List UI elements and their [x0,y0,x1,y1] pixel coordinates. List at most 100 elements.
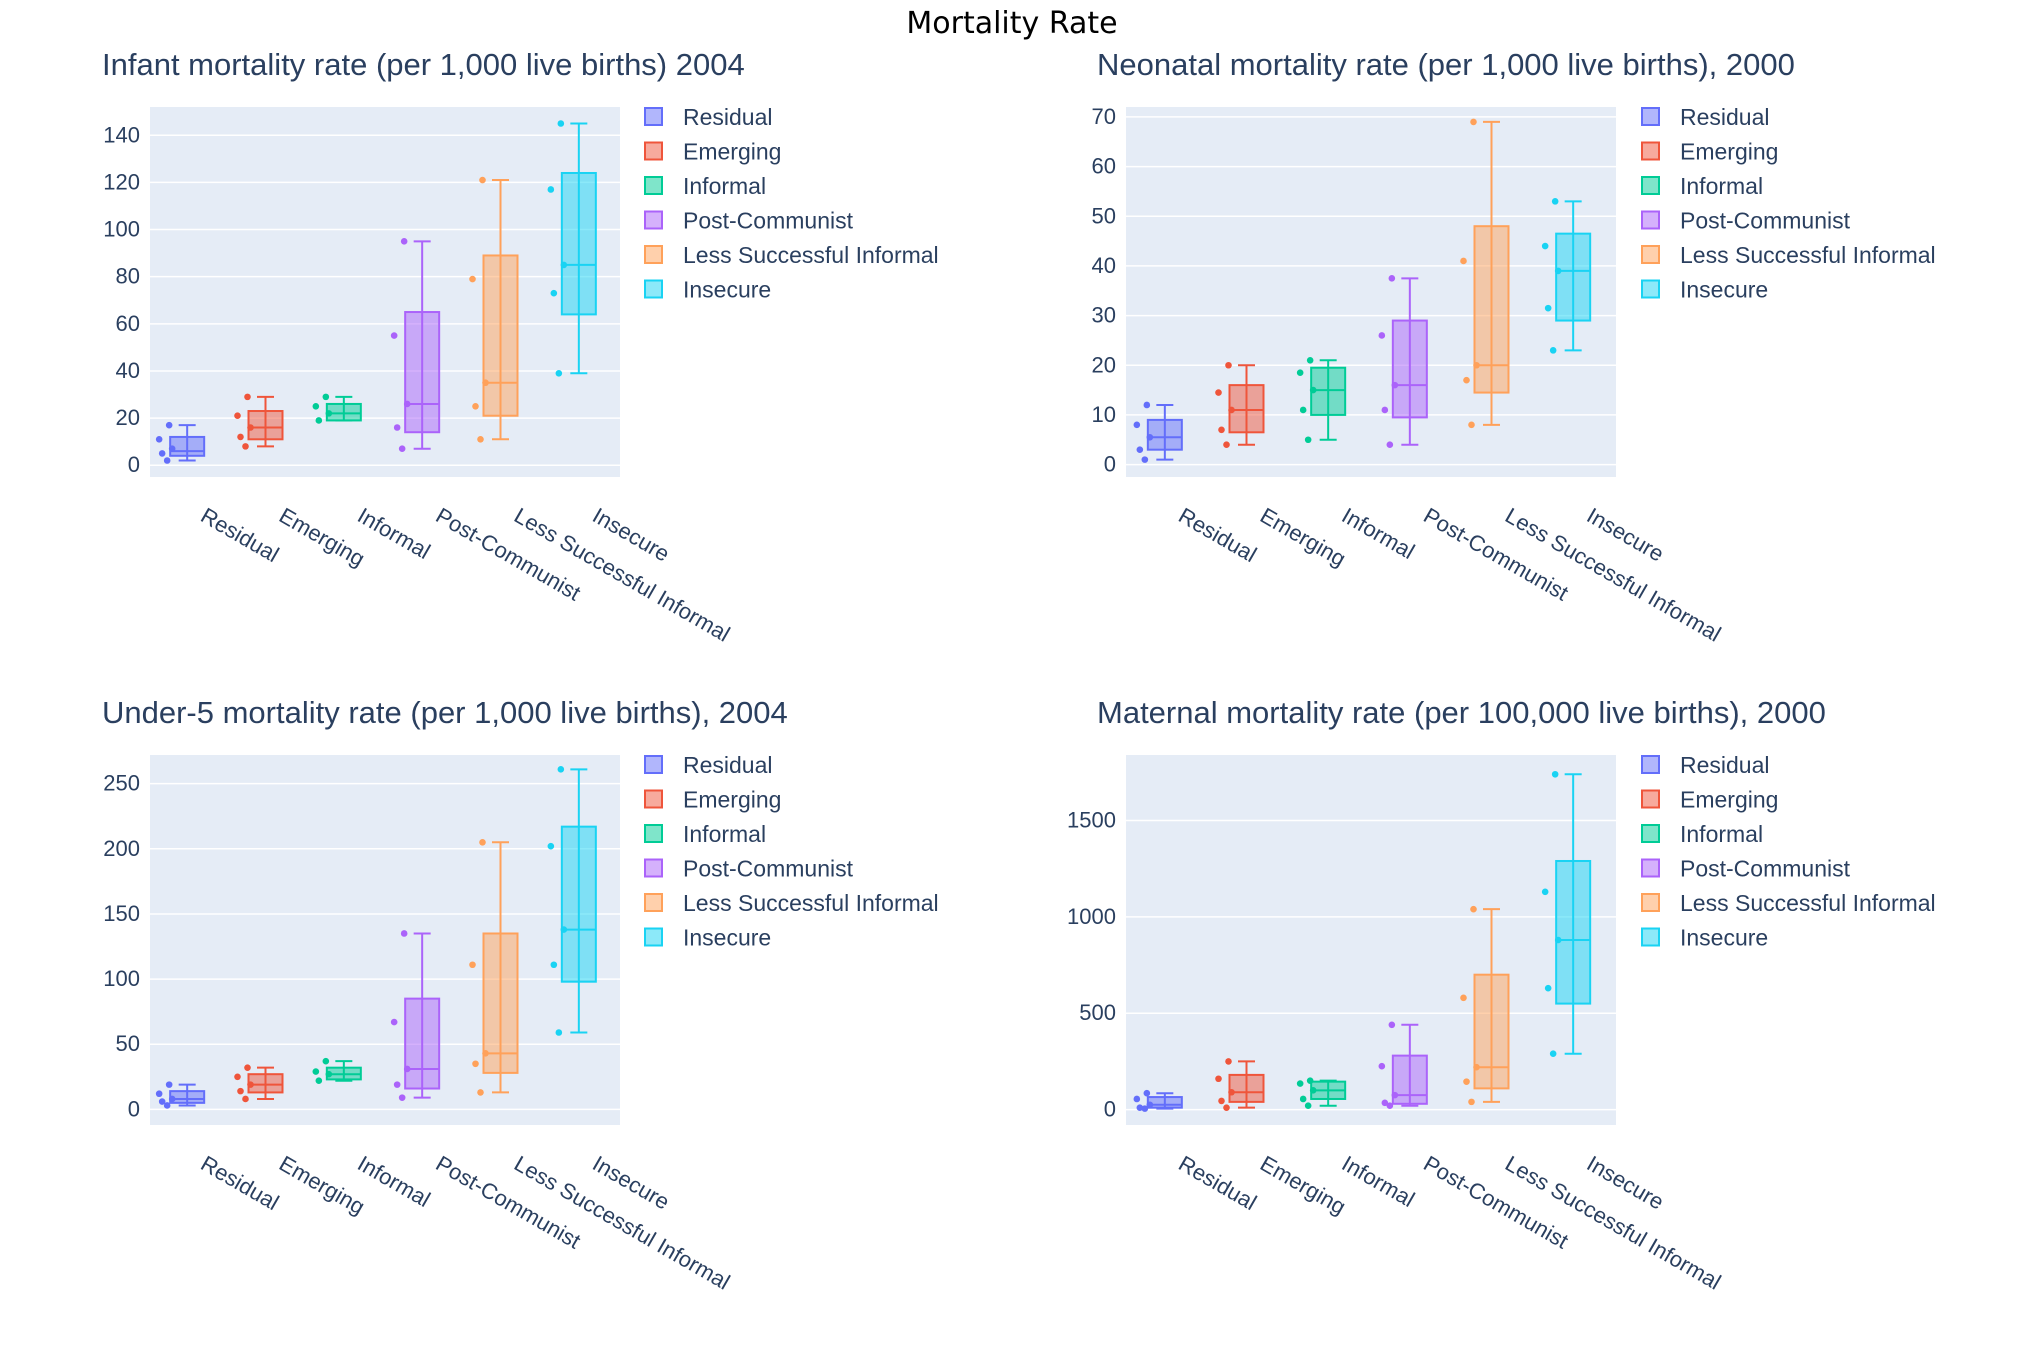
legend-label: Post-Communist [683,856,854,882]
data-point [325,410,333,417]
box-series-emerging [234,393,284,450]
y-tick-label: 500 [1079,1000,1116,1025]
data-point [237,1087,244,1095]
plot-area [1126,755,1616,1125]
chart-panel-2: Neonatal mortality rate (per 1,000 live … [1092,47,1936,647]
legend-label: Informal [683,173,766,199]
legend: Residual Emerging Informal Post-Communist Le… [644,752,939,951]
data-point [1470,118,1477,126]
y-tick-label: 100 [103,217,140,242]
data-point [398,445,406,453]
data-point [557,120,565,127]
data-point [1381,406,1389,414]
box-series-residual [1133,401,1183,463]
data-point [479,176,486,184]
data-point [1218,1097,1225,1105]
box [169,1090,206,1104]
box-series-informal [1296,356,1347,444]
box [1391,319,1428,419]
box-series-less-successful-informal [469,176,519,443]
box-series-insecure [1541,198,1592,354]
data-point [1306,1077,1314,1084]
legend-swatch [1641,279,1660,299]
y-tick-label: 0 [128,452,140,477]
legend-label: Less Successful Informal [1680,890,1936,916]
data-point [1463,1078,1470,1085]
legend-label: Informal [1680,173,1763,199]
y-tick-label: 40 [1092,253,1116,278]
legend-swatch [644,893,663,912]
x-tick-label: Emerging [1256,1151,1350,1220]
legend: Residual Emerging Informal Post-Communist Le… [1641,752,1936,951]
legend-swatch [644,141,663,161]
data-point [1391,1091,1399,1099]
legend-swatch [644,245,663,264]
data-point [1223,441,1230,449]
data-point [1215,1075,1222,1083]
data-point [1541,888,1549,896]
box [169,435,206,457]
data-point [1143,401,1151,409]
data-point [1299,406,1307,414]
data-point [1136,446,1144,453]
data-point [165,421,173,429]
data-point [1473,1063,1480,1071]
box-series-less-successful-informal [1460,905,1510,1106]
box-series-less-successful-informal [469,838,519,1096]
data-point [1473,361,1480,369]
data-point [325,1070,333,1078]
y-tick-label: 50 [1092,203,1116,228]
data-point [479,838,486,846]
data-point [237,433,244,441]
data-point [168,445,176,453]
data-point [472,402,479,410]
y-tick-label: 140 [103,122,140,147]
data-point [1386,1102,1394,1110]
legend-swatch [644,927,663,947]
legend-swatch [644,176,663,195]
box-series-insecure [1541,770,1592,1057]
data-point [1296,369,1304,377]
x-tick-label: Emerging [1256,503,1350,572]
data-point [1388,1021,1396,1029]
data-point [1141,1105,1149,1112]
data-point [560,926,568,933]
data-point [322,393,330,401]
data-point [165,1081,173,1088]
data-point [550,289,558,297]
legend-label: Less Successful Informal [683,890,939,916]
figure-title: Mortality Rate [906,6,1117,41]
data-point [1544,984,1552,992]
chart-title: Under-5 mortality rate (per 1,000 live b… [102,695,788,730]
data-point [1133,1095,1141,1103]
data-point [477,1089,484,1096]
chart-title: Maternal mortality rate (per 100,000 liv… [1097,695,1826,730]
data-point [1391,381,1399,389]
plot-area [150,107,620,477]
box [482,932,519,1074]
box [1391,1054,1428,1105]
y-tick-label: 120 [103,169,140,194]
data-point [477,435,484,443]
data-point [1388,275,1396,282]
plot-area [1126,107,1616,477]
y-tick-label: 150 [103,901,140,926]
legend-label: Residual [683,104,773,130]
box-series-emerging [234,1064,284,1103]
box-series-post-communist [390,238,441,453]
y-tick-label: 20 [1092,352,1116,377]
box-series-post-communist [1378,1021,1428,1110]
chart-panel-4: Maternal mortality rate (per 100,000 liv… [1067,695,1936,1295]
box [1555,232,1592,322]
data-point [482,1050,489,1057]
data-point [1228,406,1235,414]
legend: Residual Emerging Informal Post-Communist Le… [644,104,939,303]
data-point [1541,242,1549,250]
data-point [1309,386,1317,394]
box [560,171,597,316]
legend-swatch [1641,141,1660,161]
data-point [400,930,408,937]
data-point [560,261,568,269]
legend-swatch [644,858,663,878]
data-point [244,393,251,401]
